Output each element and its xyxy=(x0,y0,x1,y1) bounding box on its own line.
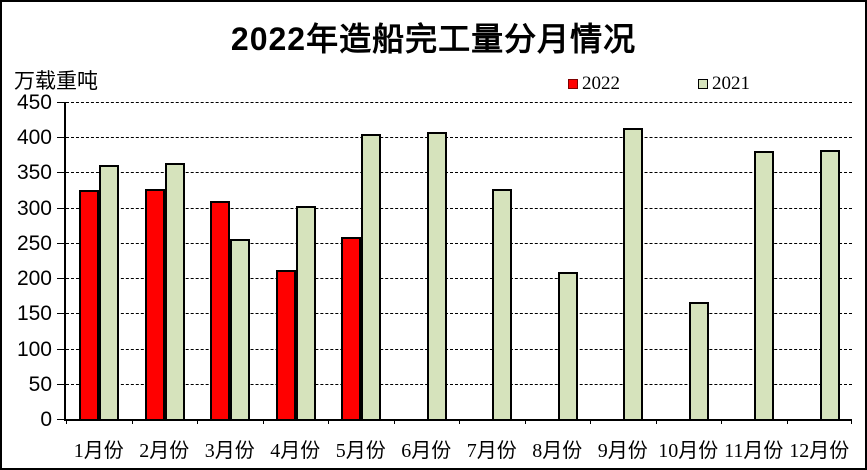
x-axis-tick-10 xyxy=(721,419,722,424)
y-axis-label-450: 450 xyxy=(16,91,52,114)
gridline-200 xyxy=(66,278,852,280)
legend-swatch-2022 xyxy=(568,79,578,89)
bar-2021-8月份 xyxy=(557,272,578,419)
bar-2021-6月份 xyxy=(426,132,447,419)
x-axis-tick-1 xyxy=(131,419,133,424)
y-axis-tick-50 xyxy=(57,383,64,385)
y-axis-label-400: 400 xyxy=(16,126,52,150)
x-axis-label-5月份: 5月份 xyxy=(335,440,386,462)
bar-2021-3月份 xyxy=(230,239,250,419)
bar-2021-9月份 xyxy=(623,128,643,419)
x-axis-label-6月份: 6月份 xyxy=(401,440,452,462)
chart-title: 2022年造船完工量分月情况 xyxy=(230,21,637,57)
y-axis-label-200: 200 xyxy=(16,267,52,291)
x-axis-label-1月份: 1月份 xyxy=(73,440,124,462)
x-axis-label-10月份: 10月份 xyxy=(658,440,719,462)
legend-item-2021: 2021 xyxy=(698,73,750,95)
y-axis-label-0: 0 xyxy=(40,408,52,431)
bar-2021-1月份 xyxy=(99,165,119,419)
x-axis-label-8月份: 8月份 xyxy=(532,440,583,462)
bar-2021-5月份 xyxy=(361,134,381,419)
y-axis-label-300: 300 xyxy=(16,196,52,220)
bar-2022-3月份 xyxy=(210,201,230,419)
x-axis-tick-5 xyxy=(393,419,395,424)
x-axis-tick-7 xyxy=(524,419,526,424)
legend-label-2022: 2022 xyxy=(582,73,620,94)
bar-2021-12月份 xyxy=(819,150,840,419)
x-axis-tick-6 xyxy=(459,419,460,424)
legend-label-2021: 2021 xyxy=(712,73,750,94)
y-axis-label-350: 350 xyxy=(16,161,52,185)
bar-2022-5月份 xyxy=(341,237,361,419)
gridline-350 xyxy=(66,172,852,174)
bar-2022-2月份 xyxy=(144,189,165,419)
gridline-300 xyxy=(66,207,852,209)
bar-2021-2月份 xyxy=(164,163,185,419)
y-axis-label-50: 50 xyxy=(28,372,52,396)
x-axis-tick-12 xyxy=(851,419,852,424)
y-axis-tick-300 xyxy=(57,207,64,209)
legend-item-2022: 2022 xyxy=(568,73,620,95)
legend-swatch-2021 xyxy=(698,79,708,89)
y-axis-tick-450 xyxy=(57,102,64,103)
bar-2021-7月份 xyxy=(492,189,512,419)
gridline-450 xyxy=(66,102,852,103)
bar-2021-4月份 xyxy=(295,206,316,419)
gridline-250 xyxy=(66,242,852,244)
x-axis-tick-3 xyxy=(262,419,264,424)
x-axis-tick-11 xyxy=(786,419,788,424)
x-axis-label-11月份: 11月份 xyxy=(724,440,784,462)
x-axis-label-3月份: 3月份 xyxy=(204,440,255,462)
y-axis-tick-350 xyxy=(57,172,64,174)
y-axis-tick-100 xyxy=(57,348,64,350)
gridline-150 xyxy=(66,313,852,315)
gridline-50 xyxy=(66,383,852,385)
y-axis-tick-400 xyxy=(57,137,64,139)
bar-2021-11月份 xyxy=(754,151,774,419)
x-axis-label-7月份: 7月份 xyxy=(466,440,517,462)
x-axis-label-2月份: 2月份 xyxy=(139,440,190,462)
gridline-100 xyxy=(66,348,852,350)
y-axis-label-250: 250 xyxy=(16,231,52,255)
y-axis-tick-200 xyxy=(57,278,64,280)
plot-area: 0 50 100 150 200 250 300 350 400 450 1月份 2月份 3月份 4月份 5… xyxy=(17,92,852,462)
x-axis-tick-4 xyxy=(328,419,329,424)
x-axis-label-12月份: 12月份 xyxy=(789,440,850,462)
x-axis-label-4月份: 4月份 xyxy=(270,440,321,462)
gridline-400 xyxy=(66,137,852,139)
y-axis-label-150: 150 xyxy=(16,302,52,326)
y-axis-tick-0 xyxy=(57,419,64,420)
x-axis-tick-0 xyxy=(66,419,67,424)
y-axis-unit-label: 万载重吨 xyxy=(14,70,98,93)
y-axis-label-100: 100 xyxy=(16,337,52,361)
x-axis-tick-2 xyxy=(197,419,198,424)
x-axis-label-9月份: 9月份 xyxy=(597,440,648,462)
y-axis-tick-150 xyxy=(57,313,64,315)
y-axis-tick-250 xyxy=(57,242,64,244)
x-axis-tick-8 xyxy=(590,419,591,424)
x-axis-tick-9 xyxy=(655,419,657,424)
bar-2022-1月份 xyxy=(79,190,99,419)
bar-2021-10月份 xyxy=(688,302,709,419)
bar-2022-4月份 xyxy=(275,270,296,419)
